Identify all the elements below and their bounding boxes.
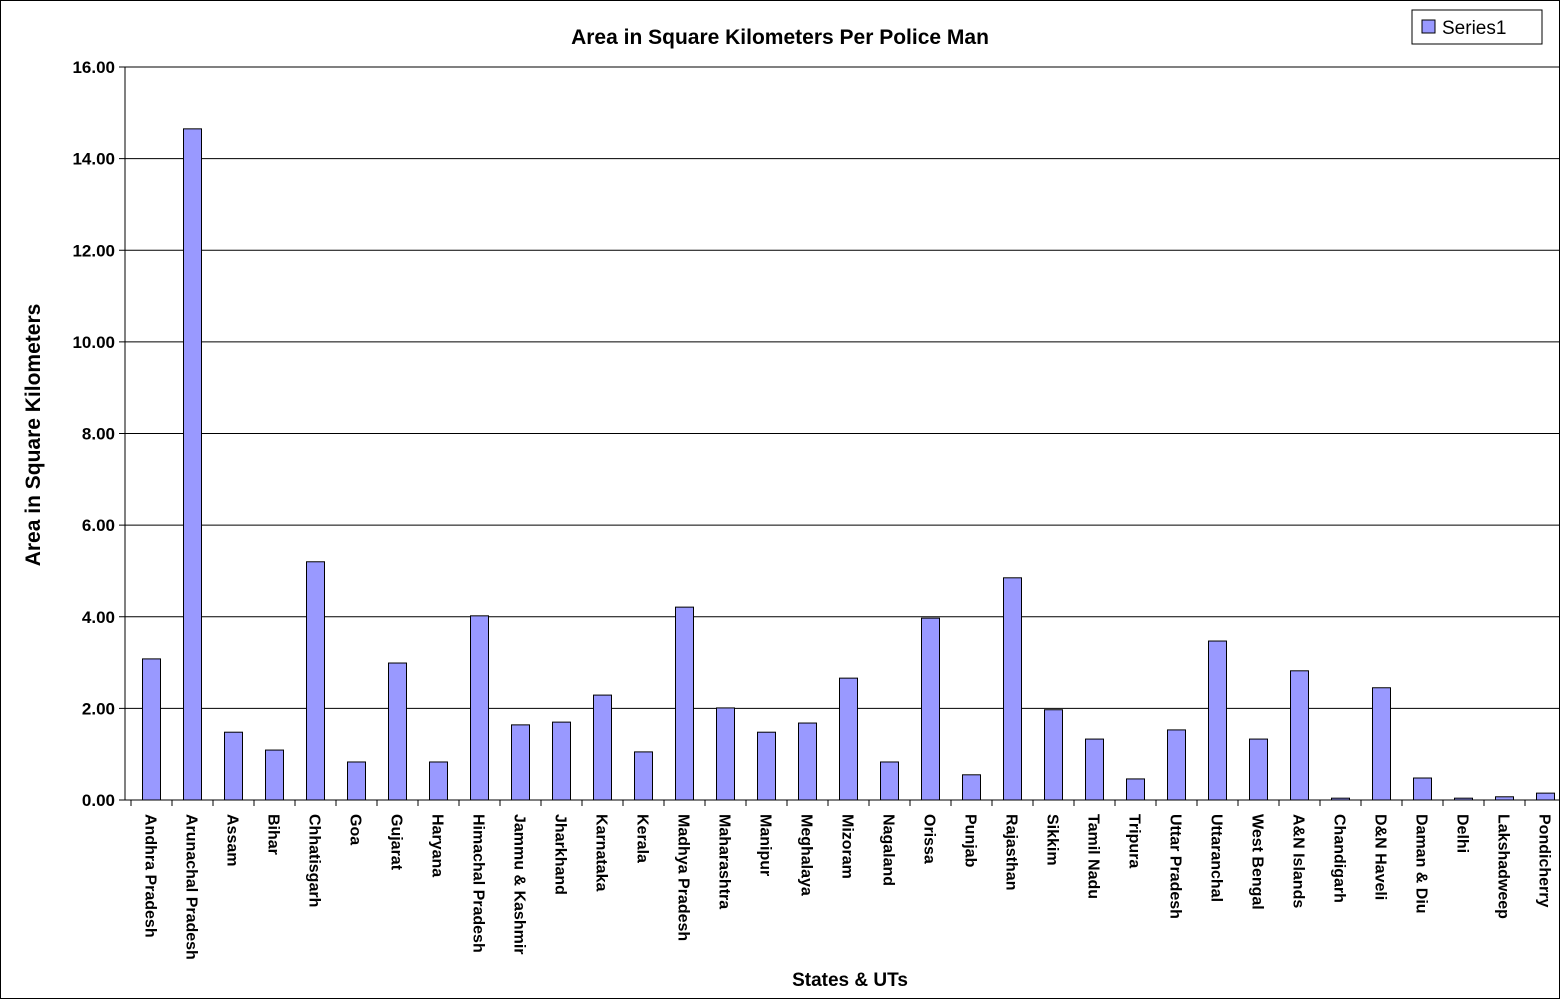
x-tick-label: Himachal Pradesh bbox=[470, 814, 487, 953]
x-tick-label: Manipur bbox=[757, 814, 774, 876]
x-tick-label: Chhatisgarh bbox=[306, 814, 323, 907]
bar bbox=[921, 617, 940, 801]
y-tick-label: 6.00 bbox=[82, 516, 115, 535]
bar bbox=[839, 677, 858, 801]
bar bbox=[1044, 709, 1063, 801]
x-tick-label: Uttar Pradesh bbox=[1167, 814, 1184, 919]
bar bbox=[224, 731, 243, 801]
x-tick-label: Tripura bbox=[1126, 814, 1143, 868]
bar bbox=[429, 761, 448, 801]
x-tick-label: Gujarat bbox=[388, 814, 405, 871]
x-tick-label: Punjab bbox=[962, 814, 979, 868]
bar bbox=[1372, 687, 1391, 801]
bar bbox=[1413, 777, 1432, 801]
bar bbox=[388, 662, 407, 801]
x-tick-label: Daman & Diu bbox=[1413, 814, 1430, 914]
x-tick-label: Rajasthan bbox=[1003, 814, 1020, 890]
bar bbox=[552, 721, 571, 801]
legend-label: Series1 bbox=[1442, 18, 1506, 39]
y-tick-label: 2.00 bbox=[82, 699, 115, 718]
y-tick-label: 10.00 bbox=[72, 333, 115, 352]
y-tick-label: 16.00 bbox=[72, 58, 115, 77]
bar bbox=[798, 722, 817, 801]
bar bbox=[347, 761, 366, 801]
bar bbox=[470, 615, 489, 801]
x-tick-label: Nagaland bbox=[880, 814, 897, 886]
bar bbox=[1126, 778, 1145, 801]
bar bbox=[183, 128, 202, 801]
x-tick-label: Madhya Pradesh bbox=[675, 814, 692, 941]
x-tick-label: Karnataka bbox=[593, 814, 610, 891]
bar bbox=[265, 749, 284, 801]
x-tick-label: Kerala bbox=[634, 814, 651, 863]
x-tick-label: Andhra Pradesh bbox=[142, 814, 159, 938]
y-axis-title: Area in Square Kilometers bbox=[22, 304, 45, 567]
bar bbox=[142, 658, 161, 801]
x-tick-label: Jharkhand bbox=[552, 814, 569, 895]
x-tick-label: Uttaranchal bbox=[1208, 814, 1225, 902]
bar bbox=[1208, 640, 1227, 801]
x-tick-label: Arunachal Pradesh bbox=[183, 814, 200, 960]
x-tick-label: Haryana bbox=[429, 814, 446, 877]
x-tick-label: Maharashtra bbox=[716, 814, 733, 909]
y-tick-label: 4.00 bbox=[82, 608, 115, 627]
bar bbox=[1085, 738, 1104, 801]
x-tick-label: Sikkim bbox=[1044, 814, 1061, 866]
x-tick-label: Meghalaya bbox=[798, 814, 815, 896]
bar bbox=[880, 761, 899, 801]
y-tick-label: 0.00 bbox=[82, 791, 115, 810]
x-tick-label: Delhi bbox=[1454, 814, 1471, 853]
bar bbox=[306, 561, 325, 801]
bar bbox=[1249, 738, 1268, 801]
x-tick-label: Pondicherry bbox=[1536, 814, 1553, 907]
x-tick-label: West Bengal bbox=[1249, 814, 1266, 910]
y-tick-label: 14.00 bbox=[72, 150, 115, 169]
x-tick-label: Chandigarh bbox=[1331, 814, 1348, 903]
bar bbox=[1536, 792, 1555, 801]
x-tick-label: A&N Islands bbox=[1290, 814, 1307, 908]
bar bbox=[634, 751, 653, 801]
bar bbox=[757, 731, 776, 801]
bar bbox=[1167, 729, 1186, 801]
x-tick-label: Goa bbox=[347, 814, 364, 845]
bar bbox=[1003, 577, 1022, 801]
x-tick-label: Mizoram bbox=[839, 814, 856, 879]
x-tick-label: Bihar bbox=[265, 814, 282, 855]
bar bbox=[675, 606, 694, 801]
bar bbox=[716, 707, 735, 801]
x-tick-label: Assam bbox=[224, 814, 241, 866]
bar bbox=[593, 694, 612, 801]
legend-swatch bbox=[1421, 19, 1436, 34]
bar bbox=[1290, 670, 1309, 801]
x-tick-label: Orissa bbox=[921, 814, 938, 864]
x-tick-label: Jammu & Kashmir bbox=[511, 814, 528, 955]
bar bbox=[962, 774, 981, 801]
chart-title: Area in Square Kilometers Per Police Man bbox=[571, 26, 989, 49]
y-tick-label: 12.00 bbox=[72, 241, 115, 260]
bar bbox=[511, 724, 530, 801]
y-tick-label: 8.00 bbox=[82, 425, 115, 444]
x-tick-label: D&N Haveli bbox=[1372, 814, 1389, 900]
x-tick-label: Tamil Nadu bbox=[1085, 814, 1102, 899]
x-axis-title: States & UTs bbox=[792, 970, 908, 991]
x-tick-label: Lakshadweep bbox=[1495, 814, 1512, 919]
